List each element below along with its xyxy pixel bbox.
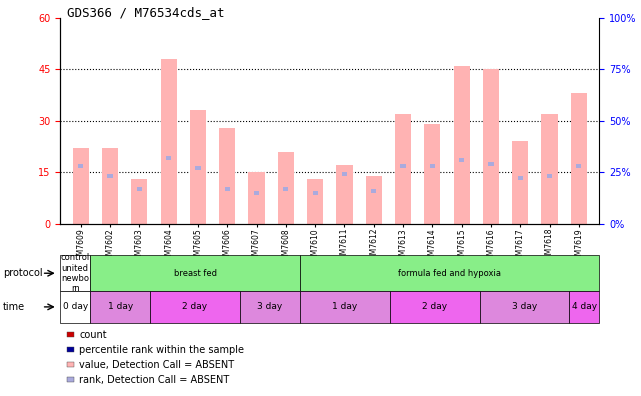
Bar <box>401 164 406 168</box>
Text: 0 day: 0 day <box>63 303 88 311</box>
Bar <box>102 148 118 224</box>
Text: formula fed and hypoxia: formula fed and hypoxia <box>398 269 501 278</box>
Text: time: time <box>3 302 26 312</box>
Bar <box>78 164 83 168</box>
Bar <box>108 174 113 179</box>
Bar <box>512 141 528 224</box>
Text: value, Detection Call = ABSENT: value, Detection Call = ABSENT <box>79 360 235 370</box>
Bar <box>569 291 599 323</box>
Bar <box>517 176 523 181</box>
Bar <box>454 66 470 224</box>
Bar <box>337 166 353 224</box>
Bar <box>313 191 318 195</box>
Bar <box>570 93 587 224</box>
Bar <box>488 162 494 166</box>
Bar <box>542 114 558 224</box>
Bar <box>190 110 206 224</box>
Bar <box>395 114 411 224</box>
Text: 4 day: 4 day <box>572 303 597 311</box>
Bar <box>131 179 147 224</box>
Bar <box>219 128 235 224</box>
Text: percentile rank within the sample: percentile rank within the sample <box>79 345 244 355</box>
Bar <box>371 189 376 193</box>
Text: 1 day: 1 day <box>332 303 358 311</box>
Bar <box>254 191 259 195</box>
Bar <box>137 187 142 191</box>
Bar <box>390 291 479 323</box>
Text: 3 day: 3 day <box>512 303 537 311</box>
Bar <box>240 291 300 323</box>
Bar <box>60 291 90 323</box>
Bar <box>479 291 569 323</box>
Text: 2 day: 2 day <box>422 303 447 311</box>
Bar <box>365 176 382 224</box>
Bar <box>150 291 240 323</box>
Bar <box>483 69 499 224</box>
Bar <box>166 156 171 160</box>
Bar <box>342 172 347 176</box>
Text: rank, Detection Call = ABSENT: rank, Detection Call = ABSENT <box>79 375 229 385</box>
Text: 1 day: 1 day <box>108 303 133 311</box>
Bar <box>90 291 150 323</box>
Text: control
united
newbo
rn: control united newbo rn <box>61 253 90 293</box>
Bar <box>300 255 599 291</box>
Bar <box>72 148 89 224</box>
Bar <box>576 164 581 168</box>
Text: 2 day: 2 day <box>183 303 208 311</box>
Text: breast fed: breast fed <box>174 269 217 278</box>
Text: 3 day: 3 day <box>257 303 283 311</box>
Bar <box>459 158 464 162</box>
Bar <box>249 172 265 224</box>
Bar <box>60 255 90 291</box>
Bar <box>429 164 435 168</box>
Bar <box>196 166 201 170</box>
Bar <box>300 291 390 323</box>
Bar <box>161 59 177 224</box>
Bar <box>424 124 440 224</box>
Text: count: count <box>79 329 107 340</box>
Bar <box>547 174 552 179</box>
Text: protocol: protocol <box>3 268 43 278</box>
Bar <box>283 187 288 191</box>
Text: GDS366 / M76534cds_at: GDS366 / M76534cds_at <box>67 6 224 19</box>
Bar <box>224 187 230 191</box>
Bar <box>278 152 294 224</box>
Bar <box>307 179 323 224</box>
Bar <box>90 255 300 291</box>
